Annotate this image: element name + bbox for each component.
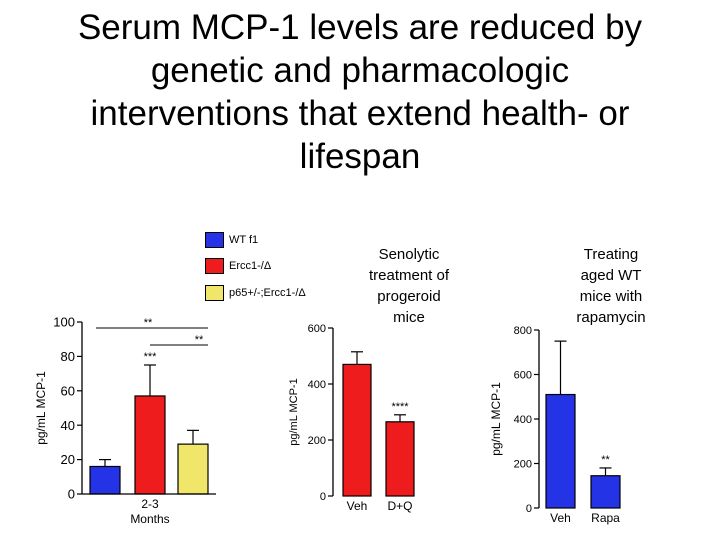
y-tick-label: 60 [61, 383, 75, 398]
x-axis-label: Months [130, 512, 169, 526]
x-tick-label: D+Q [387, 499, 412, 513]
legend-label: p65+/-;Ercc1-/Δ [229, 287, 306, 299]
slide-title: Serum MCP-1 levels are reduced by geneti… [20, 6, 700, 178]
y-axis-label: pg/mL MCP-1 [34, 371, 48, 445]
caption-line: progeroid [377, 288, 441, 305]
title-line: Serum MCP-1 levels are reduced by [77, 8, 643, 47]
significance-label: ** [144, 317, 153, 329]
senolytic-caption: Senolytic treatment of progeroid mice [340, 244, 478, 328]
x-tick-label: Veh [347, 499, 368, 513]
bar [590, 475, 621, 509]
significance-label: *** [144, 351, 158, 363]
y-tick-label: 200 [308, 435, 326, 447]
y-tick-label: 0 [68, 487, 75, 502]
y-axis-label: pg/mL MCP-1 [288, 378, 300, 445]
bar [177, 443, 209, 495]
y-tick-label: 600 [514, 369, 532, 381]
bar [385, 421, 415, 497]
y-tick-label: 0 [320, 491, 326, 503]
caption-line: rapamycin [576, 309, 646, 326]
y-tick-label: 40 [61, 418, 75, 433]
caption-line: aged WT [580, 267, 642, 284]
caption-line: Senolytic [378, 246, 440, 263]
legend-swatch [205, 232, 224, 248]
legend-label: WT f1 [229, 234, 259, 246]
y-tick-label: 0 [526, 503, 532, 515]
x-tick-label: Veh [550, 511, 571, 525]
y-tick-label: 400 [514, 414, 532, 426]
x-group-label: 2-3 [141, 497, 159, 511]
y-tick-label: 200 [514, 458, 532, 470]
title-line: lifespan [299, 137, 421, 176]
bar [134, 395, 166, 495]
significance-label: ** [195, 334, 204, 346]
title-line: genetic and pharmacologic [150, 51, 570, 90]
y-tick-label: 100 [53, 315, 75, 330]
legend-swatch [205, 285, 224, 301]
y-tick-label: 80 [61, 349, 75, 364]
significance-label: ** [601, 454, 610, 466]
caption-line: Treating [583, 246, 639, 263]
y-tick-label: 20 [61, 452, 75, 467]
caption-line: mice [393, 309, 425, 326]
y-tick-label: 800 [514, 325, 532, 337]
legend-swatch [205, 258, 224, 274]
significance-label: **** [391, 401, 409, 413]
bar [89, 465, 121, 495]
x-tick-label: Rapa [591, 511, 620, 525]
caption-line: mice with [579, 288, 643, 305]
bar [545, 393, 576, 509]
y-tick-label: 600 [308, 323, 326, 335]
caption-line: treatment of [368, 267, 450, 284]
bar [342, 363, 372, 497]
rapamycin-caption: Treating aged WT mice with rapamycin [548, 244, 674, 328]
y-axis-label: pg/mL MCP-1 [489, 382, 503, 456]
title-line: interventions that extend health- or [90, 94, 630, 133]
y-tick-label: 400 [308, 379, 326, 391]
legend-label: Ercc1-/Δ [229, 260, 272, 272]
